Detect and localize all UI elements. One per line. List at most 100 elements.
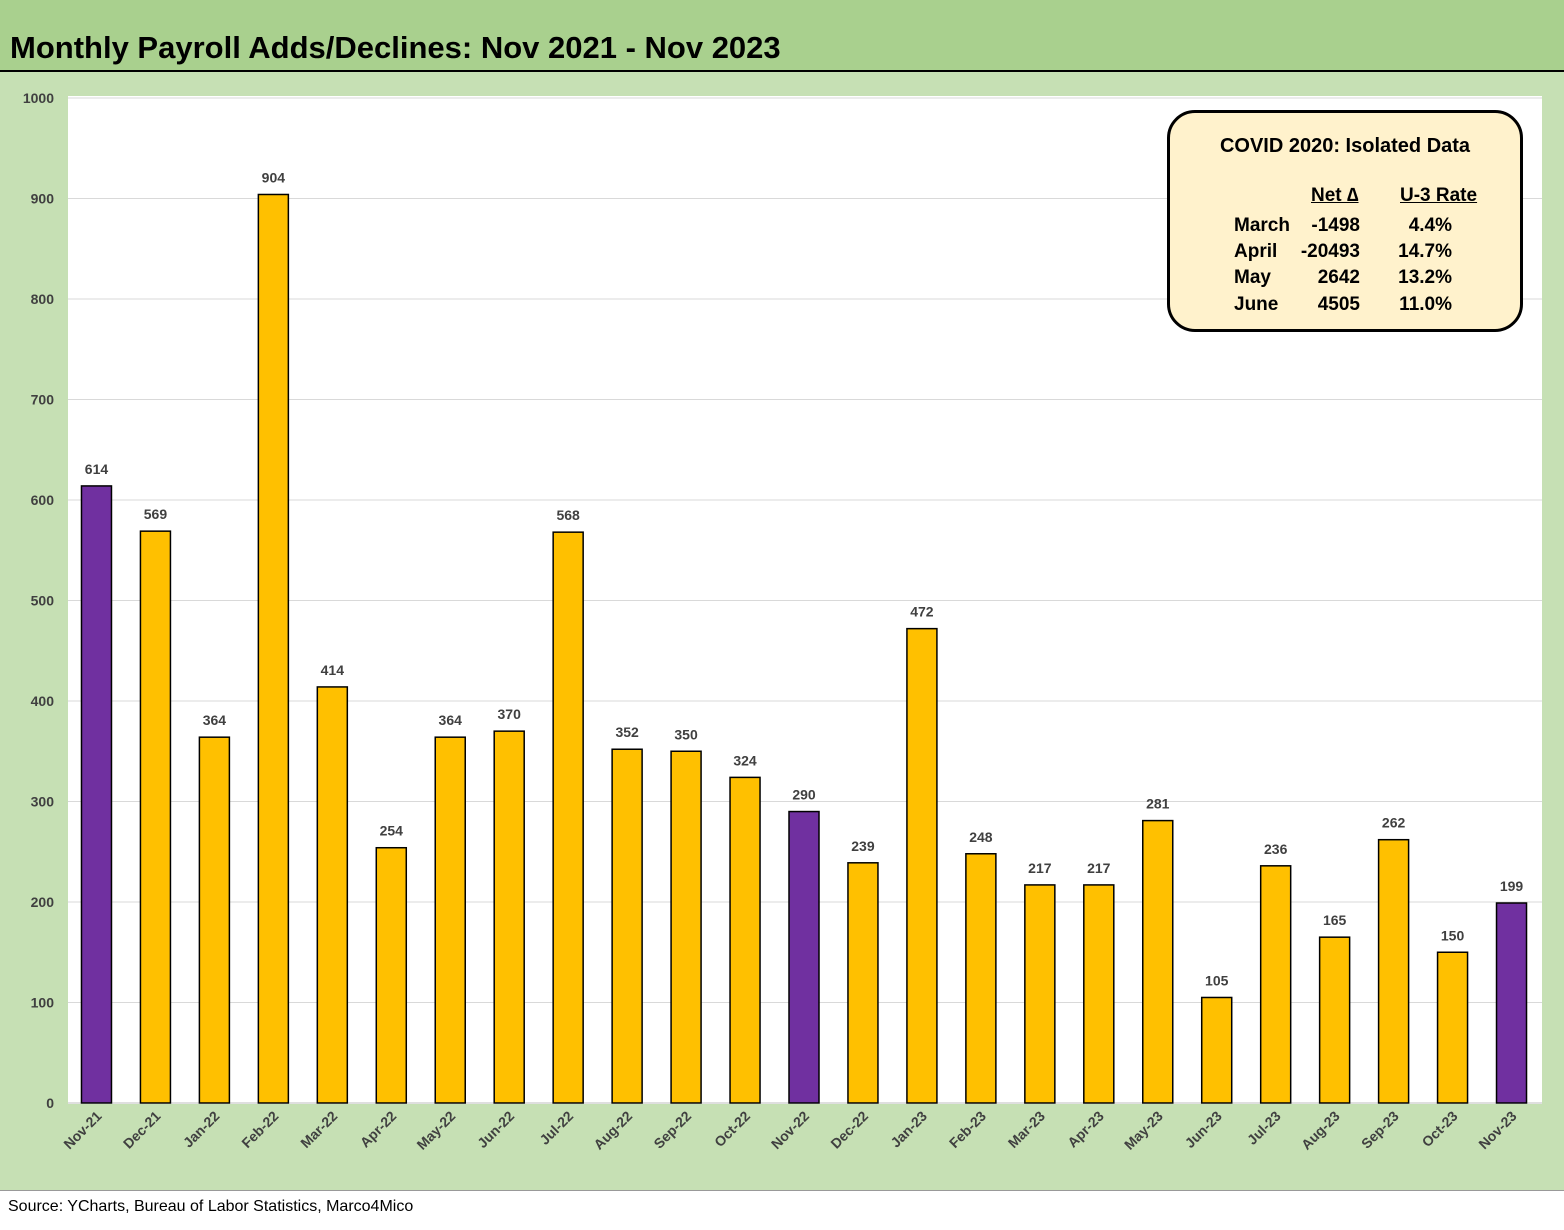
bar <box>906 627 938 1104</box>
bar <box>847 862 879 1104</box>
data-label: 324 <box>733 752 757 768</box>
bar <box>611 748 643 1104</box>
x-tick-label: Apr-22 <box>357 1108 400 1151</box>
covid-net: 2642 <box>1317 267 1360 288</box>
y-tick-label: 900 <box>31 191 55 207</box>
covid-rate: 11.0% <box>1399 294 1452 315</box>
y-tick-label: 500 <box>31 593 55 609</box>
bar <box>1318 936 1351 1104</box>
x-tick-label: Nov-22 <box>768 1108 812 1152</box>
y-tick-label: 700 <box>31 392 55 408</box>
x-tick-label: Jul-23 <box>1244 1108 1284 1148</box>
bar <box>80 485 113 1104</box>
data-label: 217 <box>1087 860 1111 876</box>
bar <box>1142 819 1174 1104</box>
x-tick-label: Dec-22 <box>827 1108 871 1152</box>
bar <box>198 736 231 1104</box>
bar <box>316 686 349 1104</box>
chart-title: Monthly Payroll Adds/Declines: Nov 2021 … <box>10 30 781 65</box>
y-tick-label: 1000 <box>23 90 54 106</box>
bar <box>670 750 702 1104</box>
bar <box>729 776 761 1104</box>
data-label: 150 <box>1441 927 1465 943</box>
bar <box>1495 902 1528 1104</box>
x-tick-label: Aug-23 <box>1298 1108 1343 1153</box>
data-label: 568 <box>556 507 580 523</box>
data-label: 239 <box>851 838 875 854</box>
data-label: 352 <box>615 724 639 740</box>
data-label: 290 <box>792 787 816 803</box>
x-tick-label: Sep-23 <box>1358 1108 1402 1152</box>
source-divider <box>0 1190 1564 1191</box>
data-label: 217 <box>1028 860 1052 876</box>
source-note: Source: YCharts, Bureau of Labor Statist… <box>8 1198 414 1215</box>
data-label: 262 <box>1382 815 1406 831</box>
y-tick-label: 100 <box>31 995 55 1011</box>
data-label: 364 <box>203 712 227 728</box>
bar <box>965 853 997 1104</box>
covid-month: May <box>1234 267 1271 288</box>
bar <box>257 193 290 1104</box>
data-label: 254 <box>380 823 404 839</box>
x-tick-label: Oct-22 <box>711 1108 753 1150</box>
covid-data-box: COVID 2020: Isolated Data Net ∆ U-3 Rate… <box>1167 110 1523 332</box>
covid-row: May 2642 13.2% <box>1170 267 1520 293</box>
bar <box>1436 951 1469 1104</box>
x-tick-label: Apr-23 <box>1064 1108 1107 1151</box>
x-tick-label: Jan-22 <box>180 1108 223 1151</box>
y-tick-label: 0 <box>46 1095 54 1111</box>
data-label: 199 <box>1500 878 1524 894</box>
covid-rate: 4.4% <box>1408 215 1452 236</box>
x-tick-label: May-23 <box>1121 1108 1166 1153</box>
data-label: 614 <box>85 461 109 477</box>
y-tick-label: 600 <box>31 492 55 508</box>
bar <box>493 730 525 1104</box>
covid-net: 4505 <box>1317 294 1360 315</box>
x-tick-label: Jul-22 <box>536 1108 576 1148</box>
x-tick-label: Feb-23 <box>946 1108 989 1151</box>
bar-chart: 0 100 200 300 400 500 600 700 800 900 1000 614 Nov-2… <box>23 90 1542 1153</box>
y-tick-label: 200 <box>31 894 55 910</box>
title-bar: Monthly Payroll Adds/Declines: Nov 2021 … <box>0 0 1564 72</box>
data-label: 472 <box>910 604 934 620</box>
data-label: 569 <box>144 506 168 522</box>
bar <box>1083 884 1115 1104</box>
y-tick-label: 400 <box>31 693 55 709</box>
data-label: 364 <box>439 712 463 728</box>
x-tick-label: Jun-22 <box>474 1108 517 1151</box>
bar <box>1024 884 1056 1104</box>
x-tick-label: Jan-23 <box>887 1108 930 1151</box>
data-label: 105 <box>1205 972 1229 988</box>
covid-month: March <box>1234 215 1290 236</box>
covid-month: June <box>1234 294 1279 315</box>
x-tick-label: May-22 <box>413 1108 458 1153</box>
covid-rate: 13.2% <box>1398 267 1452 288</box>
bar <box>434 736 466 1104</box>
bar <box>1377 838 1410 1104</box>
x-tick-label: Nov-21 <box>60 1108 104 1152</box>
x-tick-label: Dec-21 <box>120 1108 164 1152</box>
data-label: 414 <box>321 662 345 678</box>
data-label: 248 <box>969 829 993 845</box>
bar <box>1200 996 1233 1104</box>
bar <box>139 530 172 1104</box>
data-label: 350 <box>674 726 698 742</box>
data-label: 236 <box>1264 841 1288 857</box>
x-tick-label: Jun-23 <box>1182 1108 1225 1151</box>
covid-col-net: Net ∆ <box>1311 185 1359 206</box>
x-tick-label: Nov-23 <box>1475 1108 1519 1152</box>
bar <box>552 531 584 1104</box>
x-tick-label: Feb-22 <box>238 1108 281 1151</box>
covid-net: -20493 <box>1300 241 1360 262</box>
covid-row: June 4505 11.0% <box>1170 294 1520 320</box>
bar <box>788 810 820 1104</box>
bar <box>375 846 408 1104</box>
data-label: 281 <box>1146 796 1170 812</box>
x-tick-label: Aug-22 <box>590 1108 635 1153</box>
data-label: 165 <box>1323 912 1347 928</box>
covid-box-title: COVID 2020: Isolated Data <box>1219 135 1471 157</box>
data-label: 904 <box>262 169 286 185</box>
x-tick-label: Sep-22 <box>650 1108 694 1152</box>
covid-month: April <box>1234 241 1278 262</box>
y-tick-label: 800 <box>31 291 55 307</box>
